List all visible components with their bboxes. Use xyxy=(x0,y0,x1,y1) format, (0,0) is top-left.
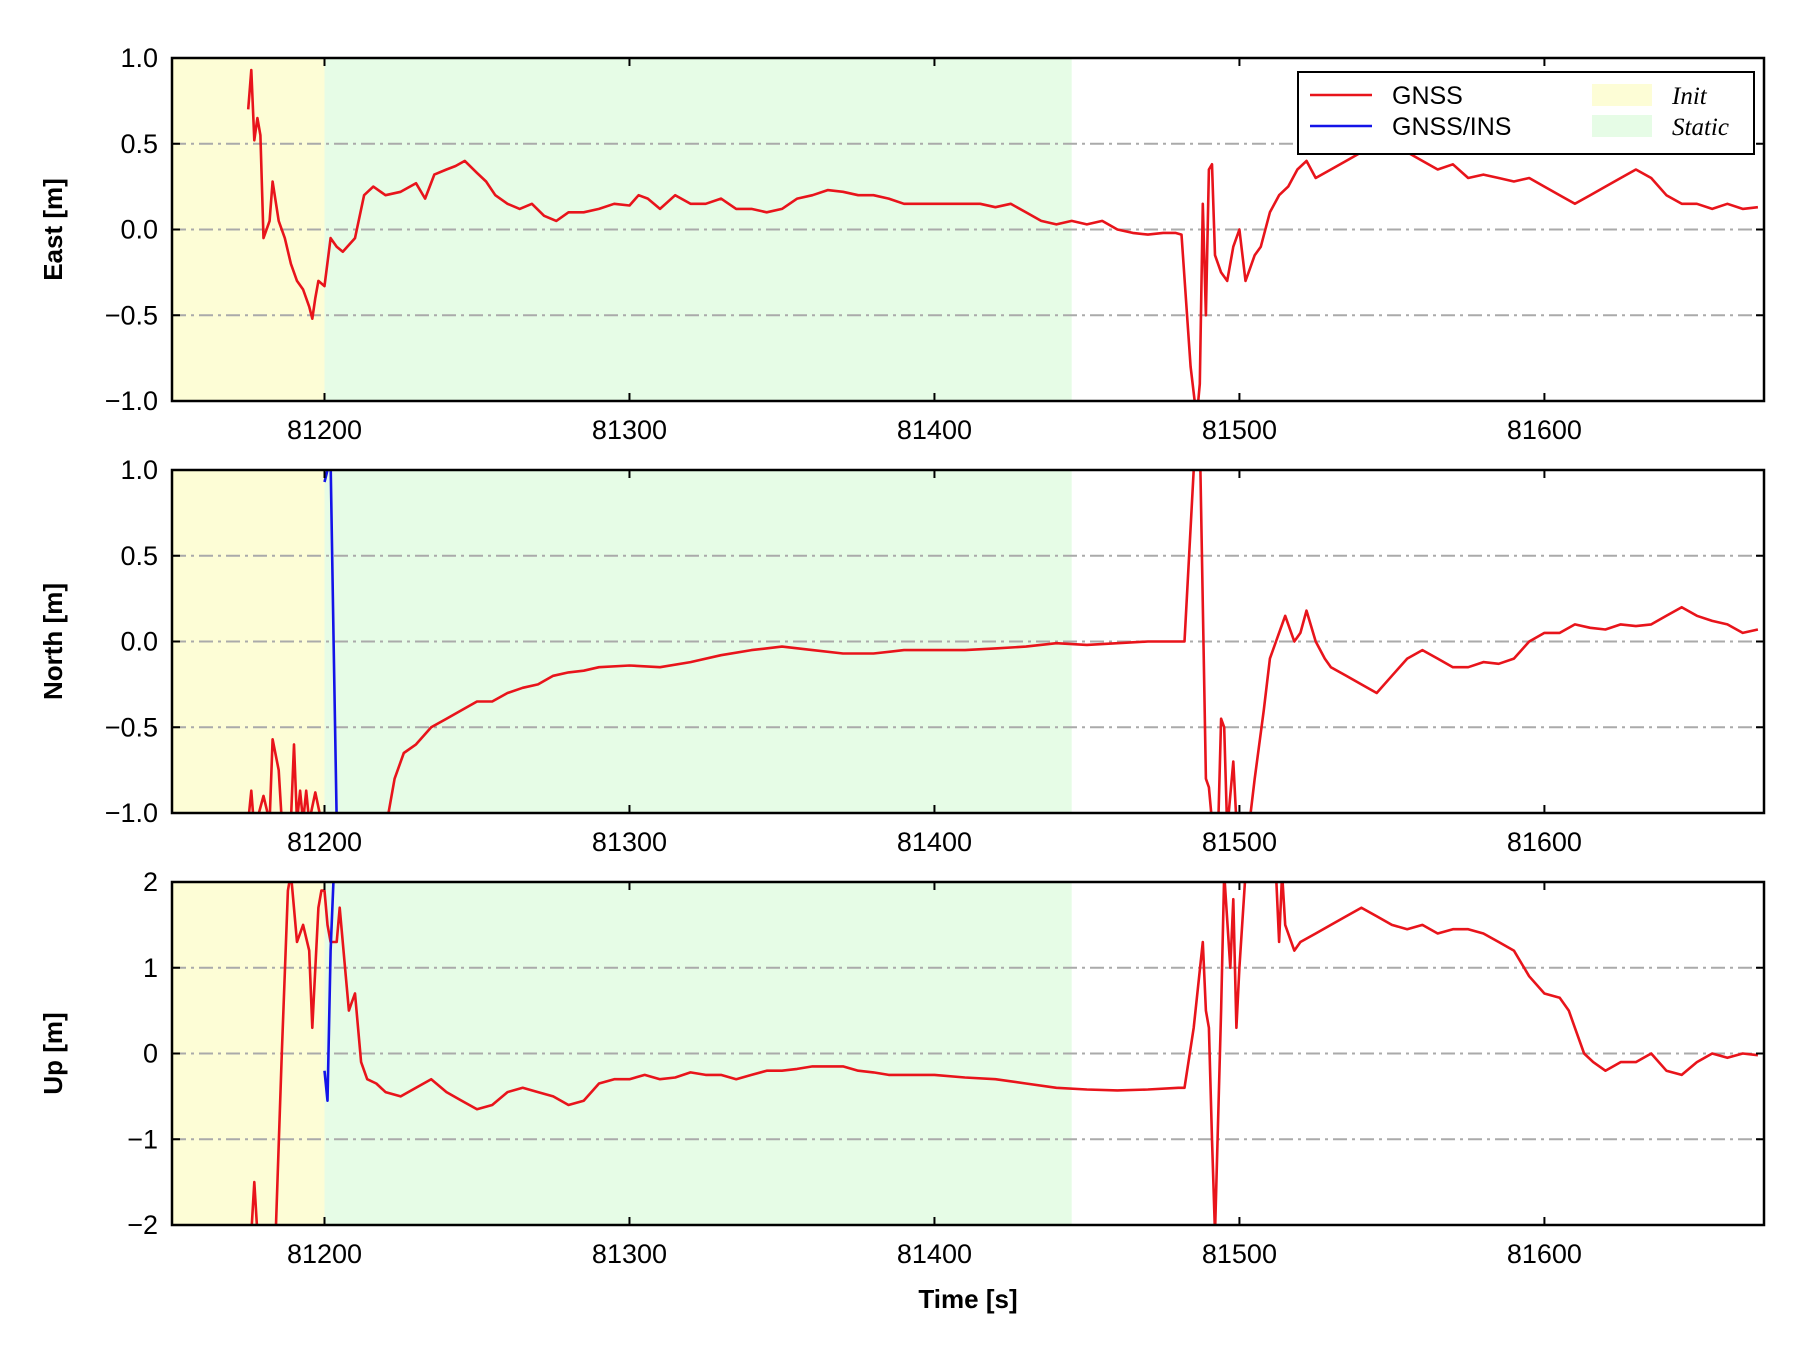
x-tick-label: 81400 xyxy=(897,1239,972,1269)
y-tick-label: 0.5 xyxy=(120,541,158,571)
legend-patch-init xyxy=(1592,84,1652,106)
y-tick-label: −0.5 xyxy=(105,300,158,330)
y-tick-label: 0.0 xyxy=(120,215,158,245)
x-tick-label: 81500 xyxy=(1202,1239,1277,1269)
y-tick-label: 2 xyxy=(143,867,158,897)
x-axis-title: Time [s] xyxy=(918,1284,1017,1314)
y-tick-label: −2 xyxy=(127,1210,158,1240)
y-tick-label: 0.0 xyxy=(120,627,158,657)
panel-1: −1.0 −0.5 0.0 0.5 1.0 81200 81300 81400 81500 816… xyxy=(38,455,1766,857)
legend-box xyxy=(1297,71,1755,155)
legend-label: Static xyxy=(1672,114,1729,141)
legend-label: GNSS/INS xyxy=(1392,113,1511,141)
y-tick-label: 1 xyxy=(143,953,158,983)
x-tick-label: 81500 xyxy=(1202,415,1277,445)
y-tick-label: −1 xyxy=(127,1124,158,1154)
y-tick-label: −1.0 xyxy=(105,386,158,416)
x-tick-label: 81600 xyxy=(1507,415,1582,445)
series-line-gnss xyxy=(250,882,1759,1225)
y-tick-label: 0 xyxy=(143,1039,158,1069)
y-tick-label: −1.0 xyxy=(105,798,158,828)
x-tick-label: 81200 xyxy=(287,415,362,445)
series-line-gnss-ins xyxy=(323,470,338,813)
y-tick-label: 1.0 xyxy=(120,43,158,73)
x-tick-label: 81600 xyxy=(1507,1239,1582,1269)
x-tick-label: 81300 xyxy=(592,1239,667,1269)
legend-patch-static xyxy=(1592,115,1652,137)
x-tick-label: 81400 xyxy=(897,415,972,445)
panel-2: −2 −1 0 1 2 81200 81300 81400 81500 81600 Up [m] xyxy=(38,867,1766,1269)
legend: GNSS GNSS/INS Init Static xyxy=(1297,71,1755,155)
y-tick-label: 1.0 xyxy=(120,455,158,485)
x-tick-label: 81300 xyxy=(592,415,667,445)
x-tick-label: 81500 xyxy=(1202,827,1277,857)
x-tick-label: 81600 xyxy=(1507,827,1582,857)
y-tick-label: 0.5 xyxy=(120,129,158,159)
legend-label: Init xyxy=(1671,83,1708,110)
y-axis-title: North [m] xyxy=(38,583,68,700)
panel-0: −1.0 −0.5 0.0 0.5 1.0 81200 81300 81400 81500 816… xyxy=(38,43,1766,445)
x-tick-label: 81200 xyxy=(287,827,362,857)
x-tick-label: 81400 xyxy=(897,827,972,857)
y-axis-title: Up [m] xyxy=(38,1012,68,1094)
series-line-gnss-ins xyxy=(323,882,335,1102)
series-line-gnss xyxy=(246,68,1759,401)
x-tick-label: 81300 xyxy=(592,827,667,857)
y-tick-label: −0.5 xyxy=(105,712,158,742)
legend-label: GNSS xyxy=(1392,82,1463,110)
series-line-gnss xyxy=(247,470,1759,813)
y-axis-title: East [m] xyxy=(38,178,68,281)
x-tick-label: 81200 xyxy=(287,1239,362,1269)
